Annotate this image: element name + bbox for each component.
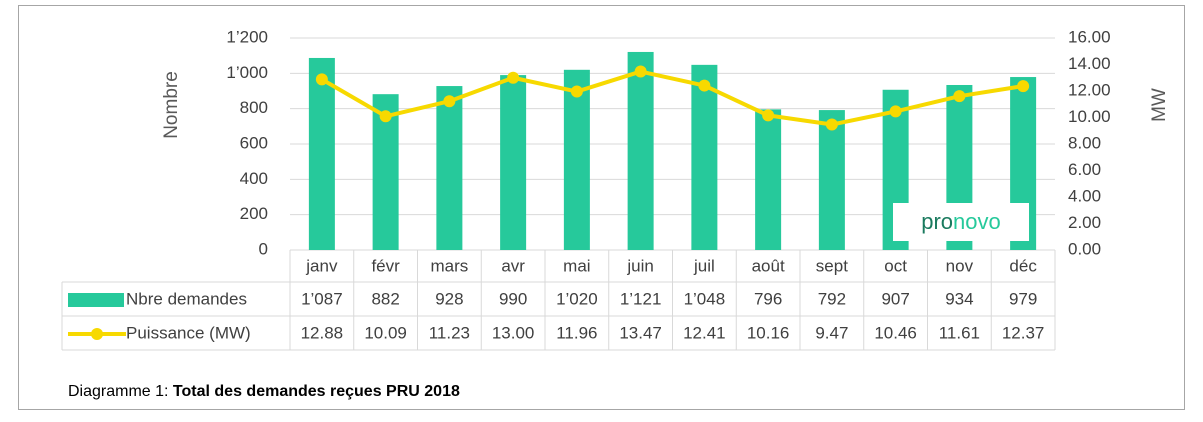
y2-tick-label: 12.00: [1068, 80, 1111, 99]
y-axis-title: Nombre: [161, 71, 182, 139]
y-tick-label: 1’200: [226, 27, 268, 46]
table-value: 1’048: [684, 289, 726, 308]
legend-key: [68, 293, 124, 307]
line-marker: [570, 85, 583, 98]
table-value: 10.09: [364, 323, 407, 342]
y-tick-label: 600: [240, 133, 268, 152]
bar: [308, 57, 335, 250]
caption-title: Total des demandes reçues PRU 2018: [173, 383, 460, 400]
bar: [818, 110, 845, 250]
y-tick-label: 1’000: [226, 63, 268, 82]
line-marker: [953, 90, 966, 103]
logo-box: [893, 203, 1029, 241]
table-value: 1’121: [620, 289, 662, 308]
bar: [563, 69, 590, 250]
table-value: 934: [945, 289, 973, 308]
x-tick-label: sept: [816, 256, 848, 275]
y-tick-label: 400: [240, 169, 268, 188]
caption: Diagramme 1: Total des demandes reçues P…: [68, 383, 460, 400]
x-tick-label: juil: [693, 256, 715, 275]
y2-tick-label: 10.00: [1068, 107, 1111, 126]
table-value: 12.88: [301, 323, 344, 342]
y2-tick-label: 8.00: [1068, 133, 1101, 152]
table-value: 792: [818, 289, 846, 308]
x-tick-label: mai: [563, 256, 590, 275]
x-tick-label: janv: [305, 256, 338, 275]
y2-tick-label: 14.00: [1068, 54, 1111, 73]
bar: [627, 51, 654, 250]
x-tick-label: mars: [430, 256, 468, 275]
table-value: 1’087: [301, 289, 343, 308]
x-tick-label: févr: [371, 256, 400, 275]
table-value: 10.46: [874, 323, 917, 342]
bar: [691, 64, 718, 250]
line-marker: [634, 65, 647, 78]
table-value: 13.47: [619, 323, 662, 342]
legend-label: Nbre demandes: [126, 289, 247, 308]
y-tick-label: 0: [259, 239, 268, 258]
table-value: 990: [499, 289, 527, 308]
table-value: 10.16: [747, 323, 790, 342]
x-tick-label: août: [752, 256, 785, 275]
line-marker: [443, 95, 456, 108]
table-value: 796: [754, 289, 782, 308]
x-tick-label: avr: [501, 256, 525, 275]
logo: pronovo: [921, 209, 1001, 234]
table-value: 882: [371, 289, 399, 308]
table-value: 9.47: [815, 323, 848, 342]
y-tick-label: 800: [240, 98, 268, 117]
table-value: 12.41: [683, 323, 726, 342]
line-marker: [762, 109, 775, 122]
line-marker: [1017, 80, 1030, 93]
y2-tick-label: 0.00: [1068, 239, 1101, 258]
table-value: 12.37: [1002, 323, 1045, 342]
legend-key: [91, 328, 103, 340]
table-value: 11.96: [556, 323, 597, 342]
logo-part: novo: [953, 209, 1001, 234]
bar: [755, 109, 782, 250]
y2-axis-title: MW: [1149, 88, 1170, 122]
x-tick-label: juin: [626, 256, 653, 275]
y2-tick-label: 2.00: [1068, 213, 1101, 232]
bar: [436, 86, 463, 250]
line-marker: [889, 105, 902, 118]
y2-tick-label: 4.00: [1068, 186, 1101, 205]
table-value: 11.61: [939, 323, 980, 342]
table-value: 979: [1009, 289, 1037, 308]
x-tick-label: nov: [946, 256, 974, 275]
caption-prefix: Diagramme 1:: [68, 383, 173, 400]
y2-tick-label: 16.00: [1068, 27, 1111, 46]
line: [320, 69, 1024, 127]
bar: [500, 75, 527, 250]
line-marker: [315, 73, 328, 86]
table-value: 11.23: [429, 323, 470, 342]
table-value: 13.00: [492, 323, 535, 342]
table-value: 907: [881, 289, 909, 308]
line-marker: [507, 71, 520, 84]
legend-label: Puissance (MW): [126, 323, 251, 342]
x-tick-label: déc: [1009, 256, 1037, 275]
line-marker: [825, 118, 838, 131]
x-tick-label: oct: [884, 256, 907, 275]
table-value: 928: [435, 289, 463, 308]
y2-tick-label: 6.00: [1068, 160, 1101, 179]
table-value: 1’020: [556, 289, 598, 308]
y-tick-label: 200: [240, 204, 268, 223]
line-marker: [698, 79, 711, 92]
line-marker: [379, 110, 392, 123]
logo-part: pro: [921, 209, 953, 234]
